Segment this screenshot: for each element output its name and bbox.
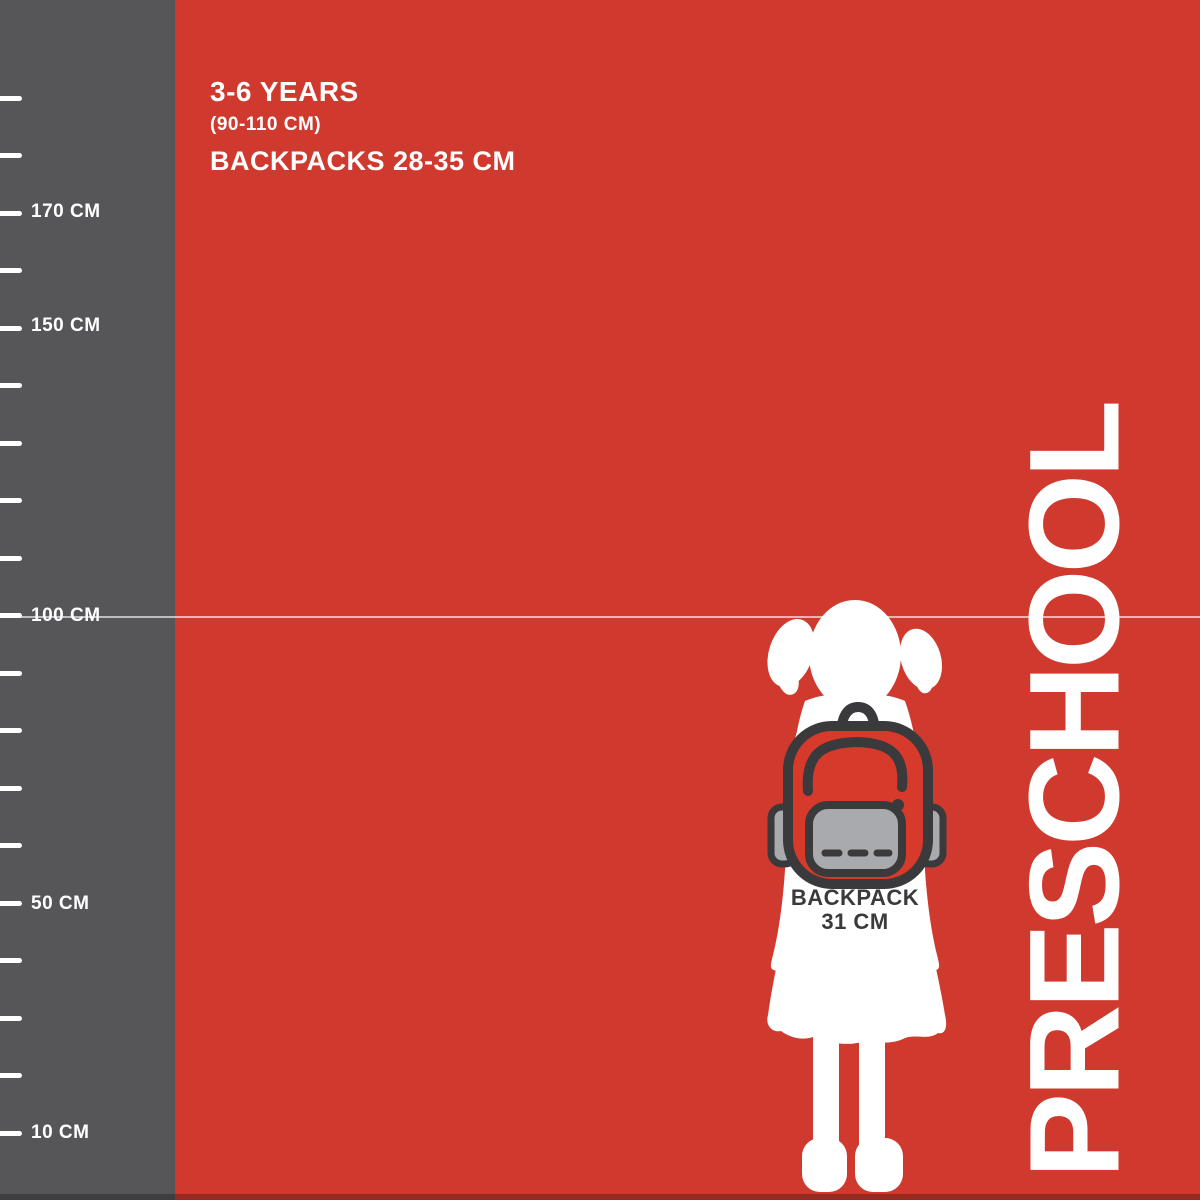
backpack-pocket [805, 801, 906, 877]
backpack-zipper-arc [802, 736, 908, 796]
backpack-range-label: BACKPACKS 28-35 CM [210, 146, 516, 176]
ruler-tick [0, 670, 22, 676]
age-range-label: 3-6 YEARS [210, 76, 359, 107]
ruler-label: 50 CM [31, 893, 90, 914]
backpack-caption: BACKPACK 31 CM [747, 886, 963, 934]
ruler-label: 150 CM [31, 315, 101, 336]
ruler-tick [0, 268, 22, 273]
backpack-caption-line2: 31 CM [821, 909, 889, 934]
ruler-label: 10 CM [31, 1122, 90, 1143]
height-range-label: (90-110 CM) [210, 114, 322, 135]
section-title: PRESCHOOL [1003, 403, 1147, 1179]
ruler-tick [0, 210, 22, 216]
ruler-tick [0, 613, 22, 618]
backpack-caption-line1: BACKPACK [790, 885, 920, 910]
ruler-tick [0, 1073, 22, 1078]
ruler-tick [0, 785, 22, 791]
ruler-tick [0, 325, 22, 331]
ruler-tick [0, 1130, 22, 1136]
ruler-tick [0, 95, 22, 101]
ruler-label: 170 CM [31, 201, 101, 222]
ruler-tick [0, 555, 22, 561]
ruler-tick [0, 1015, 22, 1021]
backpack-handle [836, 701, 880, 742]
ruler-label: 100 CM [31, 605, 101, 626]
header-block: 3-6 YEARS (90-110 CM) BACKPACKS 28-35 CM [210, 76, 516, 177]
child-figure-graphic [767, 600, 947, 1192]
ruler-tick [0, 383, 22, 388]
ruler-tick [0, 843, 22, 848]
ruler-tick [0, 900, 22, 906]
ruler-tick [0, 498, 22, 503]
backpack-icon [767, 701, 947, 889]
reference-line-100cm [0, 616, 1200, 618]
bottom-edge-shade [0, 1194, 1200, 1200]
ruler-tick [0, 728, 22, 733]
ruler-tick [0, 440, 22, 446]
ruler-column: 170 CM 150 CM 100 CM 50 CM 10 CM [0, 0, 175, 1200]
ruler-tick [0, 153, 22, 158]
ruler-tick [0, 958, 22, 963]
